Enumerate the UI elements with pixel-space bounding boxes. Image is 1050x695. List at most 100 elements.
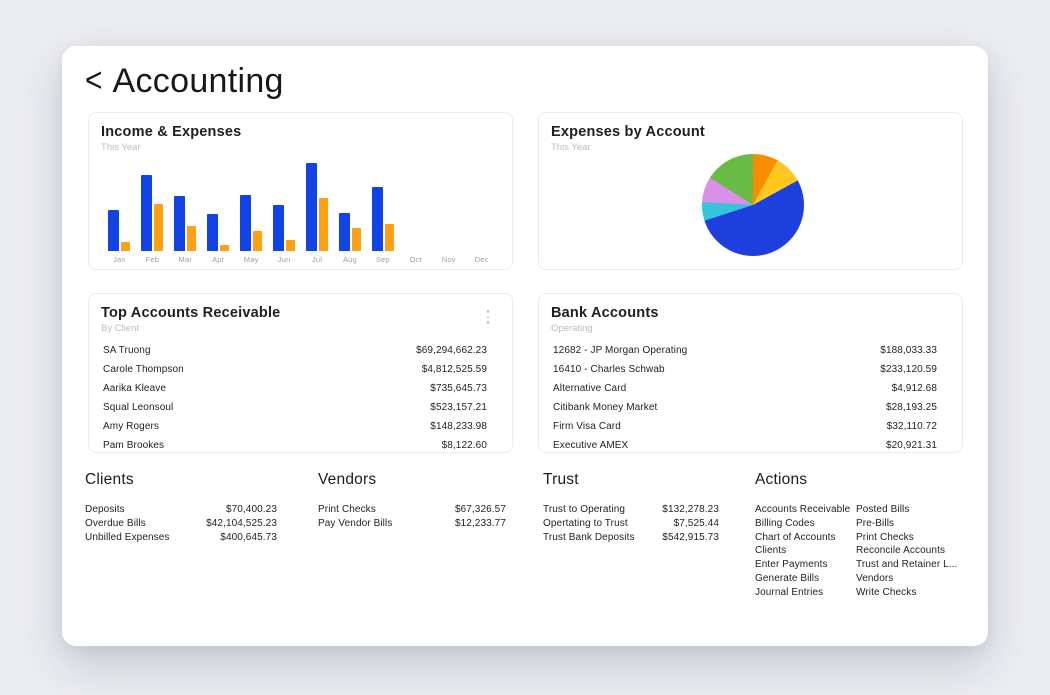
- bar-group-nov: Nov: [432, 163, 465, 264]
- action-link[interactable]: Pre-Bills: [856, 517, 895, 529]
- page-title: Accounting: [112, 62, 284, 100]
- page-header: < Accounting: [85, 60, 284, 102]
- clients-row-amount: $70,400.23: [225, 504, 277, 516]
- x-tick-label: Jun: [277, 255, 291, 264]
- receivable-row-label: Pam Brookes: [103, 440, 165, 451]
- bar-expenses-sep: [384, 223, 394, 251]
- x-tick-label: Jan: [113, 255, 126, 264]
- trust-row-label: Opertating to Trust: [543, 518, 628, 530]
- bank-account-row[interactable]: 16410 - Charles Schwab $233,120.59: [553, 360, 937, 379]
- vendors-row[interactable]: Print Checks $67,326.57: [318, 503, 506, 517]
- bar-expenses-jun: [286, 239, 296, 251]
- vendors-row-label: Print Checks: [318, 504, 376, 516]
- clients-row[interactable]: Deposits $70,400.23: [85, 503, 277, 517]
- receivable-row-amount: $735,645.73: [430, 383, 487, 394]
- section-title: Trust: [543, 471, 579, 488]
- receivable-row[interactable]: Amy Rogers $148,233.98: [103, 417, 487, 436]
- clients-row[interactable]: Unbilled Expenses $400,645.73: [85, 530, 277, 544]
- receivable-list: SA Truong $69,294,662.23 Carole Thompson $4…: [101, 341, 500, 455]
- bank-account-row-label: Alternative Card: [553, 383, 627, 394]
- trust-row[interactable]: Trust Bank Deposits $542,915.73: [543, 530, 719, 544]
- trust-row-amount: $7,525.44: [673, 518, 719, 530]
- bar-income-aug: [338, 213, 350, 251]
- action-link[interactable]: Journal Entries: [755, 586, 824, 598]
- bar-expenses-may: [253, 230, 263, 251]
- bank-accounts-card: Bank Accounts Operating 12682 - JP Morga…: [538, 293, 963, 453]
- x-tick-label: Mar: [178, 255, 193, 264]
- bank-account-row[interactable]: Executive AMEX $20,921.31: [553, 436, 937, 455]
- clients-row-amount: $400,645.73: [220, 531, 277, 543]
- card-title: Income & Expenses: [101, 124, 242, 140]
- bar-income-mar: [174, 196, 186, 251]
- bank-account-row-label: 16410 - Charles Schwab: [553, 364, 665, 375]
- action-link[interactable]: Enter Payments: [755, 559, 828, 571]
- bar-expenses-mar: [187, 226, 197, 251]
- actions-column-1: Accounts Receivable Billing Codes Chart of…: [755, 503, 856, 600]
- vendors-row[interactable]: Pay Vendor Bills $12,233.77: [318, 517, 506, 531]
- x-tick-label: Dec: [474, 255, 489, 264]
- expenses-by-account-card: Expenses by Account This Year: [538, 112, 963, 270]
- receivable-row-label: SA Truong: [103, 345, 151, 356]
- action-link[interactable]: Write Checks: [856, 586, 917, 598]
- expenses-pie-chart: [702, 154, 804, 256]
- trust-row[interactable]: Trust to Operating $132,278.23: [543, 503, 719, 517]
- clients-row[interactable]: Overdue Bills $42,104,525.23: [85, 517, 277, 531]
- receivable-row-amount: $69,294,662.23: [416, 345, 487, 356]
- receivable-row[interactable]: Aarika Kleave $735,645.73: [103, 379, 487, 398]
- clients-row-label: Unbilled Expenses: [85, 531, 170, 543]
- action-link[interactable]: Reconcile Accounts: [856, 545, 946, 557]
- x-tick-label: Feb: [145, 255, 160, 264]
- receivable-row-label: Squal Leonsoul: [103, 402, 174, 413]
- vendors-row-label: Pay Vendor Bills: [318, 518, 393, 530]
- action-link[interactable]: Print Checks: [856, 531, 914, 543]
- bar-group-apr: Apr: [202, 163, 235, 264]
- action-link[interactable]: Chart of Accounts: [755, 531, 836, 543]
- bar-group-sep: Sep: [366, 163, 399, 264]
- card-subtitle: This Year: [551, 142, 591, 153]
- x-tick-label: Apr: [212, 255, 225, 264]
- top-accounts-receivable-card: Top Accounts Receivable By Client SA Tru…: [88, 293, 513, 453]
- action-link[interactable]: Posted Bills: [856, 504, 910, 515]
- receivable-row[interactable]: Carole Thompson $4,812,525.59: [103, 360, 487, 379]
- x-tick-label: Aug: [342, 255, 357, 264]
- trust-row-amount: $542,915.73: [662, 531, 719, 543]
- action-link[interactable]: Accounts Receivable: [755, 504, 851, 515]
- receivable-row[interactable]: Squal Leonsoul $523,157.21: [103, 398, 487, 417]
- bank-account-row-label: Citibank Money Market: [553, 402, 658, 413]
- bar-income-jun: [273, 205, 285, 251]
- action-link[interactable]: Generate Bills: [755, 572, 820, 584]
- trust-section: Trust Trust to Operating $132,278.23 Opert…: [543, 471, 719, 544]
- bar-group-jun: Jun: [268, 163, 301, 264]
- bar-income-jan: [108, 209, 120, 251]
- bank-account-row-label: 12682 - JP Morgan Operating: [553, 345, 688, 356]
- bank-account-row[interactable]: Firm Visa Card $32,110.72: [553, 417, 937, 436]
- card-title: Bank Accounts: [551, 305, 659, 321]
- receivable-row-amount: $148,233.98: [430, 421, 487, 432]
- card-title: Top Accounts Receivable: [101, 305, 281, 321]
- bank-account-row[interactable]: 12682 - JP Morgan Operating $188,033.33: [553, 341, 937, 360]
- action-link[interactable]: Vendors: [856, 572, 894, 584]
- action-link[interactable]: Clients: [755, 545, 787, 557]
- trust-row-amount: $132,278.23: [662, 504, 719, 516]
- bank-account-row[interactable]: Alternative Card $4,912.68: [553, 379, 937, 398]
- bar-group-jul: Jul: [301, 163, 334, 264]
- receivable-row[interactable]: SA Truong $69,294,662.23: [103, 341, 487, 360]
- back-chevron-icon[interactable]: <: [85, 61, 103, 100]
- kebab-menu-icon[interactable]: [485, 308, 492, 326]
- receivable-row-label: Aarika Kleave: [103, 383, 166, 394]
- bank-account-row-amount: $188,033.33: [880, 345, 937, 356]
- vendors-section: Vendors Print Checks $67,326.57 Pay Vendor…: [318, 471, 506, 530]
- bank-account-row[interactable]: Citibank Money Market $28,193.25: [553, 398, 937, 417]
- bar-income-sep: [371, 186, 383, 251]
- action-link[interactable]: Billing Codes: [755, 517, 815, 529]
- bar-income-apr: [207, 214, 219, 251]
- bank-account-row-label: Executive AMEX: [553, 440, 629, 451]
- clients-section: Clients Deposits $70,400.23 Overdue Bills $…: [85, 471, 277, 544]
- receivable-row-amount: $523,157.21: [430, 402, 487, 413]
- action-link[interactable]: Trust and Retainer L...: [856, 559, 958, 571]
- income-expenses-bar-chart: Jan Feb Mar Apr May Jun Jul Aug Sep Oct Nov Dec: [101, 163, 500, 264]
- bar-group-jan: Jan: [103, 163, 136, 264]
- trust-row[interactable]: Opertating to Trust $7,525.44: [543, 517, 719, 531]
- bar-group-mar: Mar: [169, 163, 202, 264]
- receivable-row[interactable]: Pam Brookes $8,122.60: [103, 436, 487, 455]
